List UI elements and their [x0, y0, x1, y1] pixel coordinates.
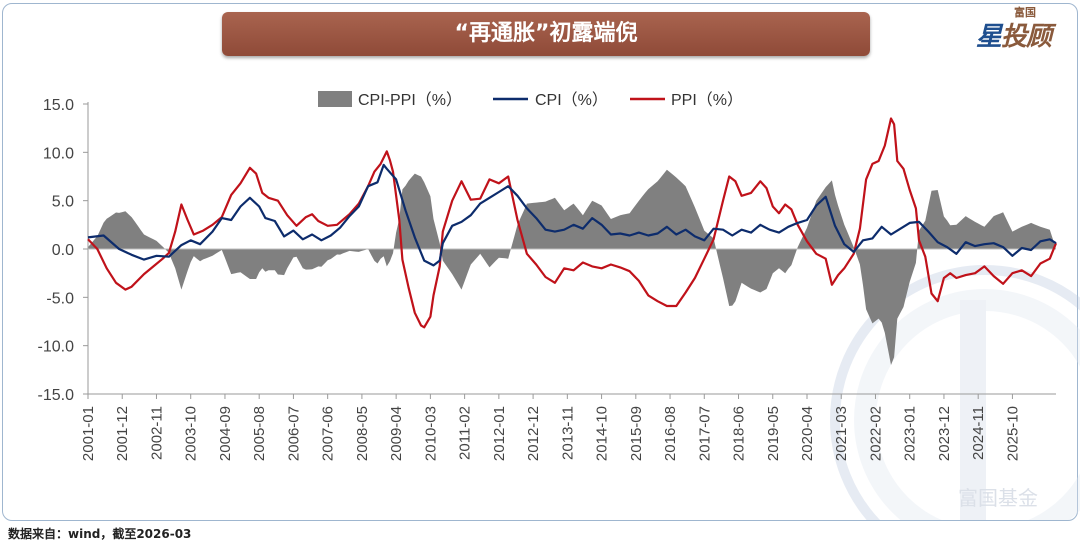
- x-tick-label: 2002-11: [148, 406, 165, 460]
- x-tick-label: 2024-11: [970, 406, 987, 460]
- y-tick-label: -15.0: [38, 387, 75, 404]
- data-source-note: 数据来自：wind，截至2026-03: [8, 527, 192, 541]
- y-tick-label: 15.0: [43, 97, 74, 114]
- series-lines: [87, 117, 1058, 329]
- x-tick-label: 2011-02: [457, 406, 474, 460]
- y-tick-label: 10.0: [43, 145, 74, 162]
- x-tick-label: 2018-06: [731, 406, 748, 461]
- axes: 15.0 10.0 5.0 0.0 -5.0 -10.0 -15.0 2001-01 2001-…: [38, 97, 1056, 461]
- x-tick-label: 2020-04: [799, 406, 816, 461]
- x-tick-label: 2006-07: [285, 406, 302, 461]
- y-tick-label: 0.0: [52, 242, 74, 259]
- x-tick-label: 2013-11: [559, 406, 576, 460]
- x-tick-label: 2009-04: [388, 406, 405, 461]
- x-tick-label: 2016-08: [662, 406, 679, 461]
- legend-label-cpi: CPI（%）: [535, 91, 608, 109]
- x-tick-label: 2025-10: [1004, 406, 1021, 461]
- x-tick-label: 2022-02: [867, 406, 884, 461]
- x-tick-label: 2004-09: [217, 406, 234, 461]
- y-tick-label: 5.0: [52, 194, 74, 211]
- x-tick-label: 2007-06: [320, 406, 337, 461]
- x-tick-label: 2023-01: [902, 406, 919, 461]
- series-line-cpi: [87, 163, 1057, 267]
- line-chart: 富国基金 15.0 10.0 5.0 0.0 -5.0 -10.0 -15.0 2001-01…: [38, 91, 1080, 520]
- y-tick-label: -10.0: [38, 339, 75, 356]
- x-tick-label: 2008-05: [354, 406, 371, 461]
- y-tick-label: -5.0: [46, 290, 74, 307]
- x-tick-label: 2005-08: [251, 406, 268, 461]
- x-tick-label: 2019-05: [765, 406, 782, 461]
- legend-label-spread: CPI-PPI（%）: [358, 91, 462, 109]
- chart-title: “再通胀”初露端倪: [222, 12, 870, 56]
- x-tick-label: 2001-12: [114, 406, 131, 461]
- legend-label-ppi: PPI（%）: [671, 91, 743, 109]
- watermark-text: 富国基金: [958, 486, 1038, 510]
- x-tick-label: 2012-12: [525, 406, 542, 461]
- brand-logo: 富国 星投顾: [962, 2, 1072, 53]
- watermark-logo: 富国基金: [830, 265, 1080, 520]
- logo-brand-text: 投顾: [1001, 22, 1052, 52]
- x-tick-label: 2014-10: [594, 406, 611, 461]
- x-tick-label: 2015-09: [628, 406, 645, 461]
- series-area-cpi-ppi: [88, 169, 1056, 365]
- x-tick-label: 2003-10: [183, 406, 200, 461]
- legend: CPI-PPI（%） CPI（%） PPI（%）: [318, 91, 743, 109]
- x-tick-label: 2012-01: [491, 406, 508, 461]
- logo-sub-text: 富国: [1014, 6, 1036, 19]
- x-tick-label: 2021-03: [833, 406, 850, 461]
- x-tick-label: 2023-12: [936, 406, 953, 461]
- x-tick-label: 2001-01: [80, 406, 97, 461]
- x-tick-label: 2017-07: [696, 406, 713, 461]
- series-line-ppi: [87, 117, 1058, 329]
- spread-area-layer: [88, 169, 1056, 365]
- logo-star-text: 星: [976, 22, 1002, 52]
- x-tick-label: 2010-03: [422, 406, 439, 461]
- logo-main-text: 星投顾: [976, 16, 1052, 53]
- legend-swatch-spread: [318, 91, 352, 107]
